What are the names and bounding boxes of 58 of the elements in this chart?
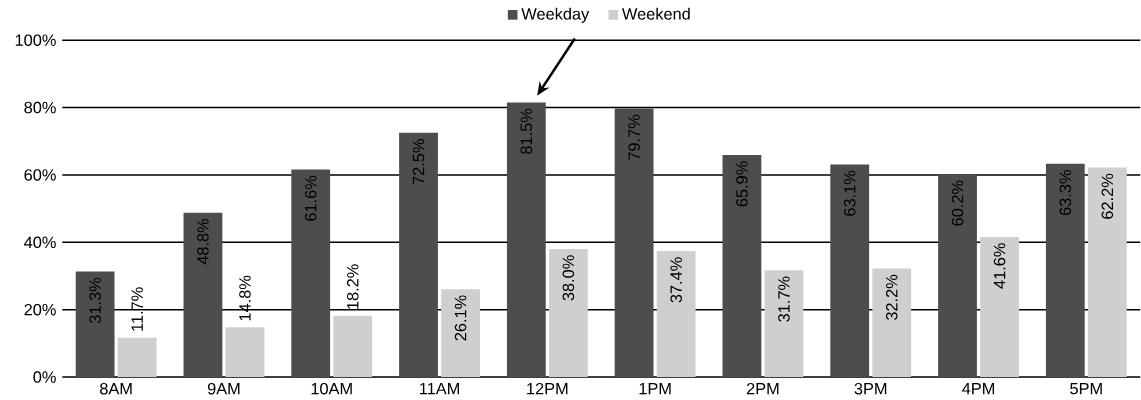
- data-label: 63.3%: [1059, 170, 1072, 216]
- bar: [614, 108, 654, 378]
- x-tick-label: 4PM: [962, 382, 995, 395]
- data-label: 65.9%: [736, 161, 748, 207]
- data-label: 37.4%: [670, 257, 682, 303]
- bar: [183, 212, 223, 378]
- bar: [75, 271, 115, 378]
- bar: [872, 268, 912, 378]
- data-label: 38.0%: [562, 255, 575, 301]
- bar: [1045, 163, 1085, 378]
- data-label: 26.1%: [454, 295, 467, 341]
- y-tick-label: 20%: [24, 303, 56, 316]
- data-label: 41.6%: [993, 243, 1006, 289]
- y-tick-label: 100%: [15, 34, 56, 47]
- bar: [1087, 167, 1127, 378]
- bar: [980, 236, 1019, 378]
- y-tick-label: 80%: [24, 101, 56, 114]
- y-tick-label: 60%: [24, 169, 56, 181]
- bar: [506, 102, 546, 378]
- bar: [830, 164, 870, 378]
- x-tick-label: 11AM: [420, 382, 459, 395]
- data-label: 79.7%: [628, 114, 640, 160]
- x-tick-label: 3PM: [854, 382, 887, 395]
- data-label: 72.5%: [412, 139, 425, 185]
- x-tick-label: 8AM: [100, 382, 132, 395]
- bar: [764, 270, 804, 378]
- data-label: 14.8%: [239, 275, 251, 321]
- y-tick-label: 40%: [24, 236, 56, 249]
- data-label: 48.8%: [197, 218, 209, 265]
- bar: [291, 169, 331, 378]
- data-label: 81.5%: [520, 108, 533, 154]
- x-tick-label: 5PM: [1070, 382, 1102, 395]
- x-tick-label: 1PM: [639, 382, 671, 395]
- data-label: 32.2%: [885, 274, 898, 321]
- bar: [938, 174, 977, 378]
- bar: [441, 289, 480, 378]
- y-tick-label: 0%: [33, 371, 56, 383]
- data-label: 18.2%: [346, 264, 359, 309]
- x-tick-label: 9AM: [207, 382, 240, 395]
- x-tick-label: 2PM: [746, 382, 779, 395]
- data-label: 62.2%: [1101, 173, 1114, 219]
- data-label: 60.2%: [951, 180, 964, 226]
- x-tick-label: 12PM: [527, 382, 568, 395]
- bar: [333, 315, 373, 378]
- bar: [117, 337, 157, 378]
- x-tick-label: 10AM: [311, 382, 352, 395]
- data-label: 31.7%: [778, 276, 790, 322]
- data-label: 31.3%: [89, 277, 101, 324]
- bar: [722, 155, 762, 378]
- data-label: 11.7%: [131, 287, 143, 331]
- data-label: 61.6%: [304, 175, 317, 221]
- legend-label: Weekend: [622, 7, 690, 20]
- bar: [656, 251, 696, 378]
- bar: [548, 249, 588, 378]
- bar: [399, 132, 438, 378]
- legend-label: Weekday: [521, 7, 590, 23]
- bar: [225, 327, 265, 378]
- data-label: 63.1%: [843, 170, 856, 216]
